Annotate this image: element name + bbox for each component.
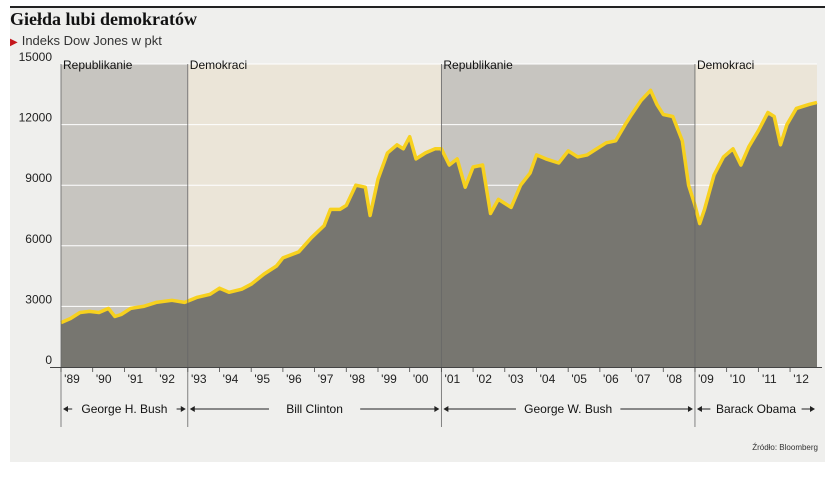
president-timeline: George H. Bush Bill Clinton George W. Bush… bbox=[63, 402, 815, 416]
x-tick-label: '95 bbox=[254, 372, 270, 386]
triangle-marker-icon: ▶ bbox=[10, 37, 18, 48]
x-tick-label: '97 bbox=[318, 372, 334, 386]
y-tick-label: 6000 bbox=[25, 232, 52, 246]
president-span: Barack Obama bbox=[696, 402, 815, 416]
period-dividers bbox=[50, 64, 822, 427]
x-tick-label: '05 bbox=[571, 372, 587, 386]
x-tick-label: '03 bbox=[508, 372, 524, 386]
x-tick-label: '04 bbox=[540, 372, 556, 386]
arrow-left-icon bbox=[696, 406, 702, 412]
x-tick-label: '00 bbox=[413, 372, 429, 386]
x-tick-label: '93 bbox=[191, 372, 207, 386]
arrow-left-icon bbox=[63, 406, 68, 412]
y-tick-label: 12000 bbox=[19, 111, 53, 125]
president-span: George H. Bush bbox=[63, 402, 186, 416]
x-tick-label: '07 bbox=[635, 372, 651, 386]
x-tick-label: '10 bbox=[730, 372, 746, 386]
subtitle-text: Indeks Dow Jones w pkt bbox=[21, 33, 162, 48]
x-tick-label: '11 bbox=[762, 372, 777, 386]
dow-jones-area bbox=[61, 90, 817, 368]
president-span: Bill Clinton bbox=[189, 402, 440, 416]
arrow-left-icon bbox=[443, 406, 449, 412]
y-tick-label: 9000 bbox=[25, 171, 52, 185]
party-label: Demokraci bbox=[190, 58, 247, 72]
x-tick-label: '06 bbox=[603, 372, 619, 386]
party-label: Republikanie bbox=[63, 58, 133, 72]
x-tick-label: '98 bbox=[349, 372, 365, 386]
president-span: George W. Bush bbox=[443, 402, 693, 416]
party-labels: Republikanie Demokraci Republikanie Demokra… bbox=[63, 58, 754, 72]
x-tick-label: '92 bbox=[159, 372, 175, 386]
x-tick-label: '09 bbox=[698, 372, 714, 386]
y-tick-label: 3000 bbox=[25, 292, 52, 306]
x-tick-label: '91 bbox=[128, 372, 144, 386]
president-label: George W. Bush bbox=[524, 402, 612, 416]
x-tick-label: '01 bbox=[445, 372, 461, 386]
y-tick-label: 0 bbox=[45, 353, 52, 367]
president-label: George H. Bush bbox=[81, 402, 167, 416]
x-tick-label: '02 bbox=[476, 372, 492, 386]
dow-jones-line bbox=[60, 88, 818, 325]
chart-title: Giełda lubi demokratów bbox=[10, 9, 198, 29]
source-note: Źródło: Bloomberg bbox=[752, 443, 818, 452]
x-tick-label: '90 bbox=[96, 372, 112, 386]
x-axis: '89 '90 '91 '92 '93 '94 '95 '96 '97 '98 '99 '00 '01 '… bbox=[60, 367, 809, 386]
x-tick-label: '08 bbox=[666, 372, 682, 386]
y-tick-label: 15000 bbox=[19, 50, 53, 64]
x-tick-label: '89 bbox=[64, 372, 80, 386]
x-tick-label: '12 bbox=[793, 372, 809, 386]
y-axis: 0 3000 6000 9000 12000 15000 bbox=[19, 50, 53, 367]
x-tick-label: '96 bbox=[286, 372, 302, 386]
arrow-right-icon bbox=[180, 406, 186, 412]
arrow-right-icon bbox=[687, 406, 693, 412]
party-label: Demokraci bbox=[697, 58, 754, 72]
x-tick-label: '99 bbox=[381, 372, 397, 386]
arrow-left-icon bbox=[189, 406, 195, 412]
arrow-right-icon bbox=[810, 406, 815, 412]
president-label: Barack Obama bbox=[716, 402, 796, 416]
president-label: Bill Clinton bbox=[286, 402, 343, 416]
arrow-right-icon bbox=[434, 406, 440, 412]
chart-subtitle: ▶ Indeks Dow Jones w pkt bbox=[10, 33, 162, 48]
party-label: Republikanie bbox=[443, 58, 513, 72]
x-tick-label: '94 bbox=[223, 372, 239, 386]
